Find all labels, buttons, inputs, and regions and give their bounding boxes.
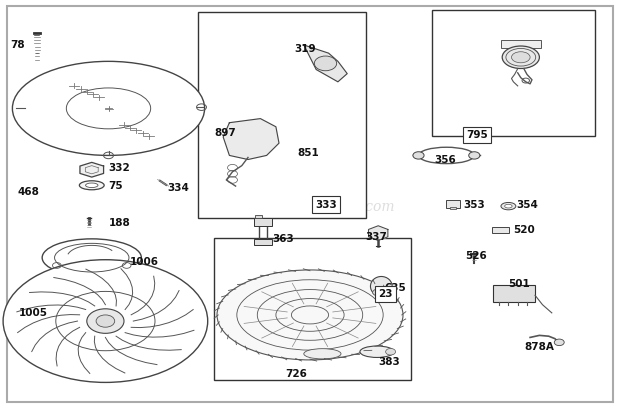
Text: 635: 635 — [384, 283, 406, 293]
Text: 356: 356 — [434, 155, 456, 164]
Bar — [501, 40, 541, 48]
Text: eReplacementParts.com: eReplacementParts.com — [224, 200, 396, 213]
Text: 334: 334 — [167, 183, 189, 193]
Text: 520: 520 — [513, 225, 535, 235]
Circle shape — [469, 152, 480, 159]
Ellipse shape — [371, 276, 392, 296]
Ellipse shape — [501, 202, 516, 210]
Circle shape — [96, 315, 115, 327]
Circle shape — [413, 152, 424, 159]
Text: 75: 75 — [108, 181, 123, 191]
Ellipse shape — [373, 288, 390, 297]
Ellipse shape — [505, 204, 512, 208]
Text: 354: 354 — [516, 200, 538, 210]
Ellipse shape — [86, 183, 98, 187]
Ellipse shape — [502, 46, 539, 68]
Text: 795: 795 — [466, 130, 488, 140]
Text: 188: 188 — [108, 218, 130, 228]
Ellipse shape — [512, 52, 530, 63]
Text: 383: 383 — [378, 357, 400, 367]
Text: 501: 501 — [508, 279, 530, 289]
Text: 1005: 1005 — [19, 308, 48, 318]
Text: 851: 851 — [298, 148, 319, 158]
Text: 23: 23 — [378, 289, 392, 299]
Ellipse shape — [79, 181, 104, 190]
Bar — [446, 200, 460, 208]
Text: 78: 78 — [10, 40, 25, 50]
Text: 726: 726 — [285, 369, 307, 379]
Circle shape — [314, 56, 337, 71]
Polygon shape — [304, 45, 347, 82]
Bar — [255, 215, 262, 218]
Ellipse shape — [42, 239, 141, 276]
Bar — [493, 285, 535, 302]
Text: 363: 363 — [273, 234, 294, 244]
Bar — [254, 239, 272, 245]
Ellipse shape — [304, 348, 341, 359]
Polygon shape — [223, 119, 279, 160]
Polygon shape — [80, 162, 104, 177]
Ellipse shape — [217, 270, 403, 360]
Polygon shape — [368, 226, 388, 240]
Circle shape — [386, 348, 396, 355]
Text: 878A: 878A — [524, 342, 554, 352]
Circle shape — [554, 339, 564, 346]
Bar — [450, 207, 456, 209]
Bar — [492, 227, 509, 233]
Ellipse shape — [12, 61, 205, 155]
Ellipse shape — [3, 260, 208, 382]
Bar — [198, 12, 366, 218]
Bar — [432, 10, 595, 136]
Circle shape — [87, 309, 124, 333]
Text: 353: 353 — [464, 200, 485, 210]
Bar — [254, 218, 272, 226]
Text: 337: 337 — [366, 232, 388, 242]
Text: 897: 897 — [214, 128, 236, 138]
Text: 468: 468 — [17, 187, 39, 197]
Ellipse shape — [360, 346, 394, 357]
Text: 319: 319 — [294, 44, 316, 54]
Text: 333: 333 — [315, 200, 337, 209]
Text: 1006: 1006 — [130, 257, 159, 267]
Bar — [214, 238, 411, 380]
Text: 332: 332 — [108, 163, 130, 173]
Text: 526: 526 — [465, 251, 487, 261]
